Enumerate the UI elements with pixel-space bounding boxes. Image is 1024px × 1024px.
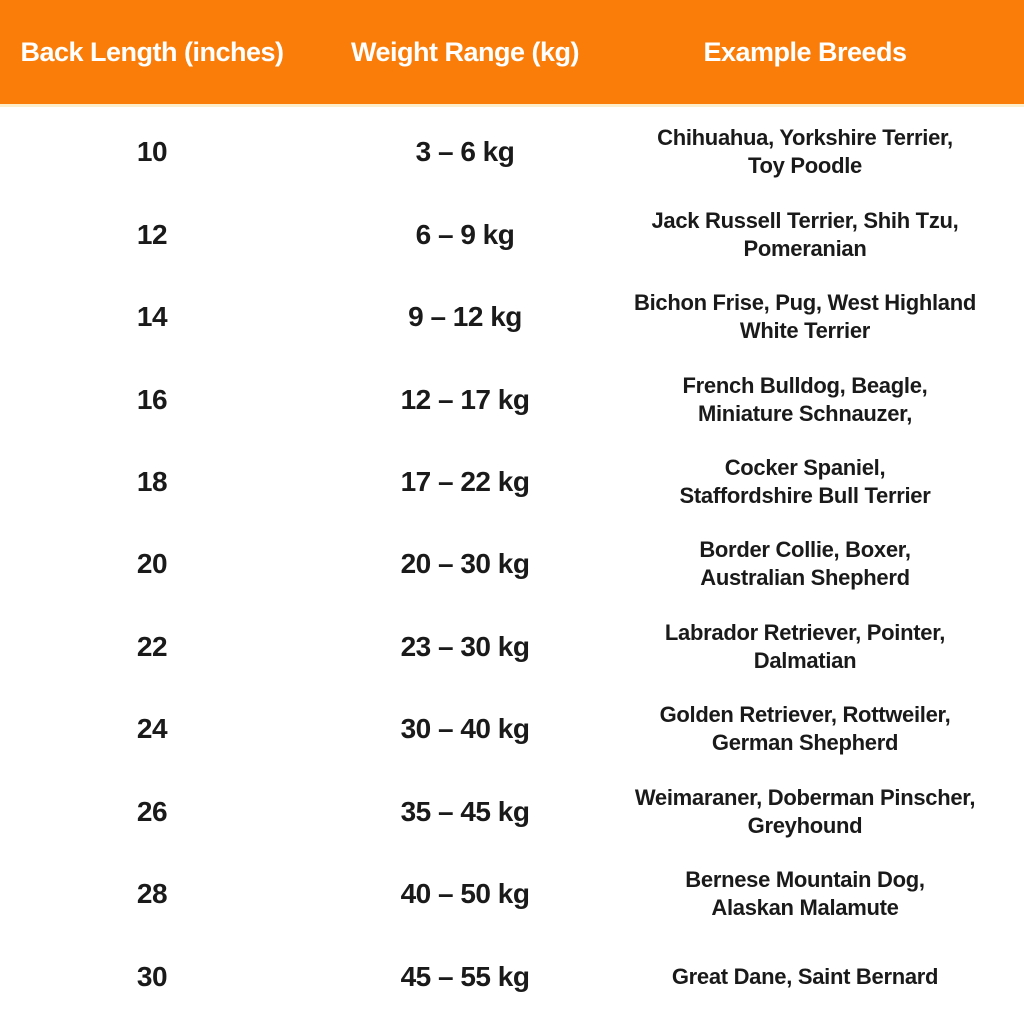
example-breeds-value: French Bulldog, Beagle, Miniature Schnau…	[682, 372, 928, 426]
column-header-back-length: Back Length (inches)	[20, 36, 284, 67]
table-row: 10 3 – 6 kg Chihuahua, Yorkshire Terrier…	[0, 111, 1024, 193]
weight-range-value: 17 – 22 kg	[400, 466, 530, 498]
table-row: 28 40 – 50 kg Bernese Mountain Dog, Alas…	[0, 853, 1024, 935]
table-row: 12 6 – 9 kg Jack Russell Terrier, Shih T…	[0, 193, 1024, 275]
example-breeds-value: Border Collie, Boxer, Australian Shepher…	[699, 537, 911, 591]
example-breeds-value: Jack Russell Terrier, Shih Tzu, Pomerani…	[651, 207, 959, 261]
table-row: 24 30 – 40 kg Golden Retriever, Rottweil…	[0, 688, 1024, 770]
weight-range-value: 45 – 55 kg	[400, 960, 530, 992]
weight-range-value: 9 – 12 kg	[408, 301, 522, 333]
back-length-value: 20	[136, 548, 168, 580]
example-breeds-value: Bernese Mountain Dog, Alaskan Malamute	[685, 867, 925, 921]
table-row: 30 45 – 55 kg Great Dane, Saint Bernard	[0, 936, 1024, 1018]
back-length-value: 10	[136, 136, 168, 168]
back-length-value: 28	[136, 878, 168, 910]
weight-range-value: 3 – 6 kg	[415, 136, 515, 168]
weight-range-value: 30 – 40 kg	[400, 713, 530, 745]
table-header-row: Back Length (inches) Weight Range (kg) E…	[0, 0, 1024, 107]
example-breeds-value: Great Dane, Saint Bernard	[671, 963, 939, 989]
table-row: 22 23 – 30 kg Labrador Retriever, Pointe…	[0, 606, 1024, 688]
example-breeds-value: Chihuahua, Yorkshire Terrier, Toy Poodle	[657, 125, 953, 179]
table-row: 20 20 – 30 kg Border Collie, Boxer, Aust…	[0, 523, 1024, 605]
table-body: 10 3 – 6 kg Chihuahua, Yorkshire Terrier…	[0, 107, 1024, 1024]
table-row: 14 9 – 12 kg Bichon Frise, Pug, West Hig…	[0, 276, 1024, 358]
back-length-value: 24	[136, 713, 168, 745]
table-row: 26 35 – 45 kg Weimaraner, Doberman Pinsc…	[0, 771, 1024, 853]
back-length-value: 30	[136, 960, 168, 992]
weight-range-value: 35 – 45 kg	[400, 795, 530, 827]
back-length-value: 18	[136, 466, 168, 498]
example-breeds-value: Cocker Spaniel, Staffordshire Bull Terri…	[679, 455, 931, 509]
column-header-weight-range: Weight Range (kg)	[350, 36, 580, 67]
table-row: 16 12 – 17 kg French Bulldog, Beagle, Mi…	[0, 358, 1024, 440]
example-breeds-value: Weimaraner, Doberman Pinscher, Greyhound	[634, 784, 976, 838]
back-length-value: 26	[136, 795, 168, 827]
back-length-value: 22	[136, 630, 168, 662]
column-header-example-breeds: Example Breeds	[703, 36, 907, 67]
back-length-value: 14	[136, 301, 168, 333]
weight-range-value: 6 – 9 kg	[415, 218, 515, 250]
back-length-value: 16	[136, 383, 168, 415]
weight-range-value: 23 – 30 kg	[400, 630, 530, 662]
example-breeds-value: Bichon Frise, Pug, West Highland White T…	[633, 290, 977, 344]
weight-range-value: 20 – 30 kg	[400, 548, 530, 580]
back-length-value: 12	[136, 218, 168, 250]
example-breeds-value: Golden Retriever, Rottweiler, German She…	[659, 702, 951, 756]
weight-range-value: 40 – 50 kg	[400, 878, 530, 910]
example-breeds-value: Labrador Retriever, Pointer, Dalmatian	[664, 619, 946, 673]
weight-range-value: 12 – 17 kg	[400, 383, 530, 415]
table-row: 18 17 – 22 kg Cocker Spaniel, Staffordsh…	[0, 441, 1024, 523]
